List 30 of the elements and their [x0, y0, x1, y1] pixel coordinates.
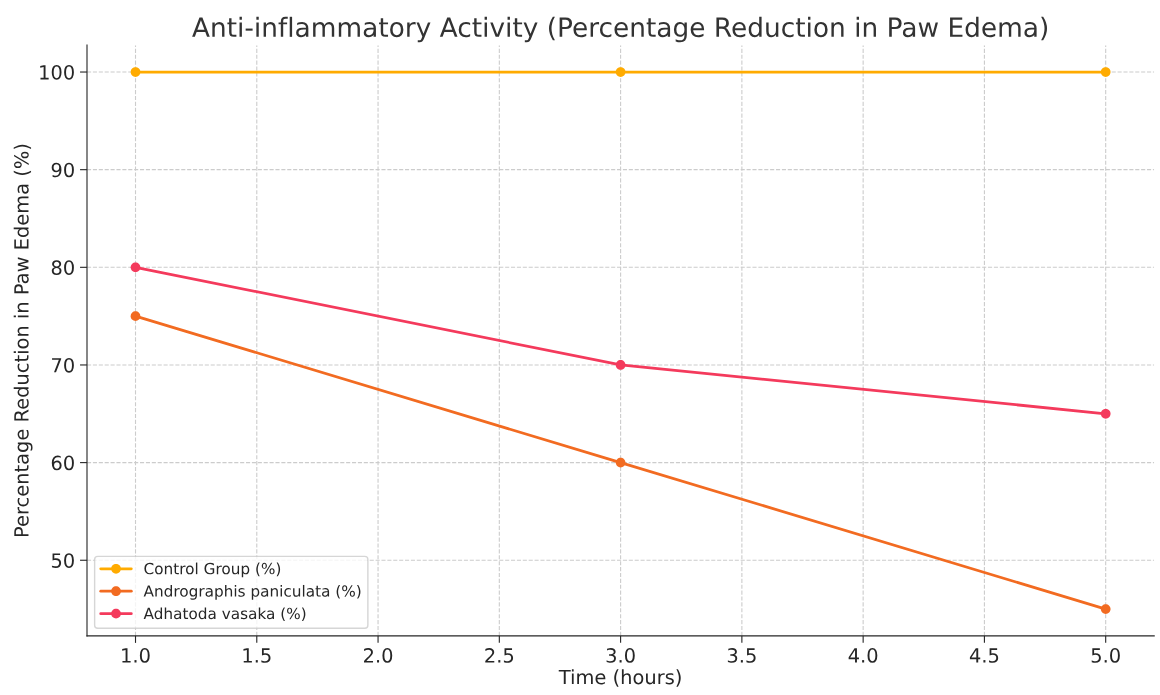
- point: [130, 67, 141, 77]
- y-tick-label: 60: [51, 455, 74, 471]
- point: [615, 67, 626, 77]
- x-tick-label: 4.0: [848, 648, 878, 663]
- chart-title: Anti-inflammatory Activity (Percentage Reduction in Paw Edema): [192, 16, 1048, 43]
- x-tick-label: 3.5: [727, 648, 756, 663]
- point: [1100, 604, 1111, 614]
- point: [130, 311, 141, 321]
- legend-label: Control Group (%): [144, 562, 281, 578]
- y-axis-title: Percentage Reduction in Paw Edema (%): [13, 144, 33, 537]
- x-tick-label: 1.0: [122, 648, 150, 663]
- legend-label: Andrographis paniculata (%): [143, 584, 361, 600]
- y-tick-label: 90: [51, 162, 74, 178]
- x-tick-label: 1.5: [243, 648, 271, 663]
- x-tick-label: 4.5: [969, 648, 999, 663]
- y-tick-label: 70: [52, 357, 74, 373]
- point: [615, 457, 626, 468]
- y-tick-label: 100: [40, 64, 74, 80]
- x-tick-label: 3.0: [606, 648, 635, 663]
- x-tick-label: 2.0: [364, 648, 393, 663]
- y-tick-label: 50: [51, 553, 74, 568]
- point: [1100, 408, 1111, 419]
- y-tick-label: 80: [51, 260, 74, 275]
- point: [615, 360, 626, 370]
- legend-label: Adhatoda vasaka (%): [143, 607, 306, 622]
- x-axis-title: Time (hours): [558, 669, 681, 687]
- point: [130, 262, 141, 273]
- x-tick-label: 2.5: [485, 648, 514, 663]
- x-tick-label: 5.0: [1091, 648, 1120, 663]
- point: [1100, 67, 1111, 77]
